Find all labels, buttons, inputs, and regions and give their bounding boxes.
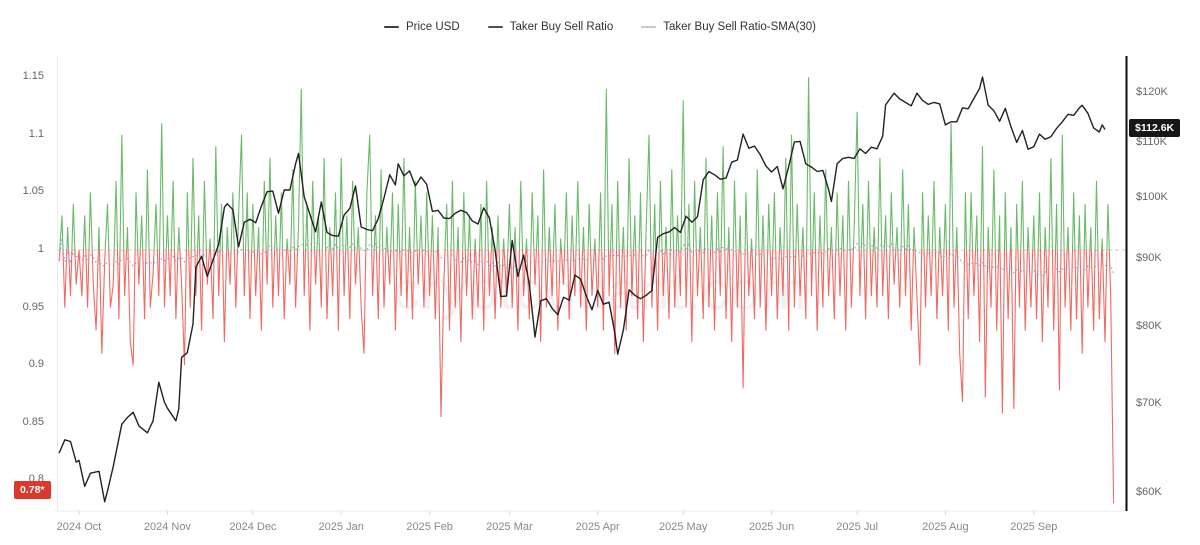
left-axis-tick-label: 0.85 [22, 415, 44, 428]
x-axis-month-label: 2025 Apr [575, 521, 620, 533]
x-axis-month-label: 2024 Dec [229, 521, 277, 533]
right-axis-tick-label: $100K [1136, 191, 1168, 203]
legend-line-swatch [487, 26, 503, 28]
legend-line-swatch [384, 26, 399, 28]
x-axis-month-label: 2025 Jan [318, 521, 364, 533]
legend: Price USD Taker Buy Sell Ratio Taker Buy S… [0, 21, 1200, 33]
legend-label: Price USD [406, 21, 460, 33]
price-usd-line [58, 76, 1106, 503]
right-axis-tick-label: $70K [1136, 397, 1162, 409]
x-axis-month-label: 2025 Jun [748, 521, 795, 533]
left-axis-tick-label: 0.9 [28, 358, 44, 371]
taker-ratio-line-above-1 [59, 77, 1110, 251]
right-axis-tick-label: $110K [1136, 135, 1167, 148]
right-axis-tick-label: $60K [1136, 486, 1162, 499]
right-axis-tick-label: $120K [1136, 85, 1168, 98]
left-axis-tick-label: 1.05 [22, 185, 44, 198]
left-axis-tick-label: 1.15 [22, 70, 44, 83]
legend-item-1[interactable]: Taker Buy Sell Ratio [487, 21, 614, 33]
x-axis-month-label: 2025 May [659, 521, 708, 533]
current-price-badge: $112.6K [1129, 119, 1181, 138]
current-ratio-badge: 0.78* [14, 481, 51, 500]
taker-ratio-sma30-line [58, 238, 1115, 278]
left-axis-tick-label: 1.1 [28, 127, 44, 140]
x-axis-month-label: 2024 Oct [56, 521, 102, 533]
x-axis-month-label: 2025 Feb [406, 521, 453, 533]
x-axis-month-label: 2025 Jul [836, 521, 878, 533]
legend-item-0[interactable]: Price USD [384, 21, 460, 33]
x-axis-month-label: 2025 Sep [1010, 521, 1058, 533]
legend-line-swatch [641, 26, 657, 28]
x-axis-month-label: 2025 Mar [486, 521, 533, 533]
right-axis-tick-label: $90K [1136, 251, 1162, 264]
legend-item-2[interactable]: Taker Buy Sell Ratio-SMA(30) [641, 21, 816, 33]
right-axis-tick-label: $80K [1136, 319, 1162, 332]
x-axis-month-label: 2024 Nov [143, 521, 191, 533]
taker-ratio-line-below-1 [58, 249, 1115, 504]
left-axis-tick-label: 0.95 [22, 300, 44, 313]
legend-label: Taker Buy Sell Ratio-SMA(30) [663, 21, 816, 33]
left-axis-tick-label: 1 [37, 243, 44, 255]
x-axis-month-label: 2025 Aug [922, 521, 969, 533]
legend-label: Taker Buy Sell Ratio [509, 21, 614, 33]
